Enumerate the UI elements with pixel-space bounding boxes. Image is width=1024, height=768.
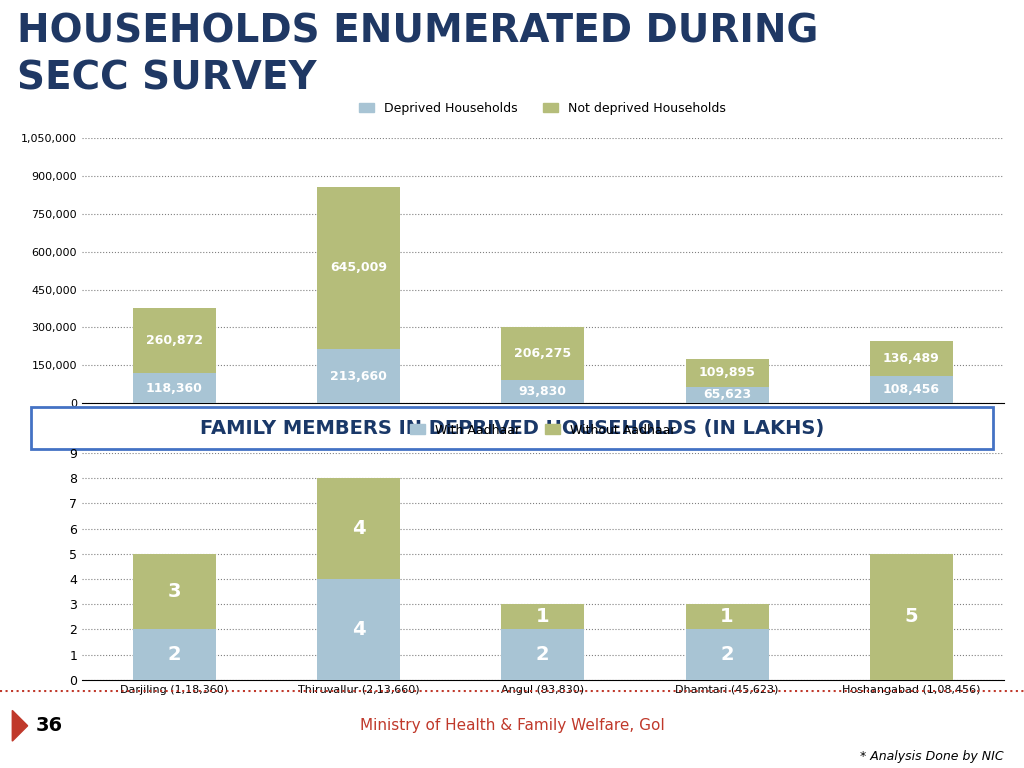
Text: 108,456: 108,456 — [883, 383, 940, 396]
Bar — [686, 386, 769, 403]
Bar — [870, 342, 953, 376]
Text: 260,872: 260,872 — [145, 334, 203, 347]
Text: 4: 4 — [351, 519, 366, 538]
Bar — [686, 604, 769, 629]
Bar — [686, 629, 769, 680]
Bar — [502, 629, 585, 680]
Bar — [502, 604, 585, 629]
Bar — [870, 376, 953, 403]
Bar — [317, 349, 399, 403]
Bar — [317, 478, 399, 579]
Text: * Analysis Done by NIC: * Analysis Done by NIC — [860, 750, 1004, 763]
Text: 213,660: 213,660 — [330, 369, 387, 382]
Text: 65,623: 65,623 — [703, 389, 751, 402]
Text: 2: 2 — [167, 645, 181, 664]
Text: 2: 2 — [720, 645, 734, 664]
Bar — [686, 359, 769, 386]
Bar — [317, 187, 399, 349]
Text: 93,830: 93,830 — [519, 385, 566, 398]
Bar — [502, 379, 585, 403]
Text: 109,895: 109,895 — [698, 366, 756, 379]
Legend: Deprived Households, Not deprived Households: Deprived Households, Not deprived Househ… — [354, 97, 731, 120]
Text: Ministry of Health & Family Welfare, GoI: Ministry of Health & Family Welfare, GoI — [359, 718, 665, 733]
Text: 36: 36 — [36, 717, 62, 735]
Bar — [502, 327, 585, 379]
Text: 5: 5 — [904, 607, 919, 626]
Text: 1: 1 — [536, 607, 550, 626]
Text: FAMILY MEMBERS IN DEPRIVED HOUSEHOLDS (IN LAKHS): FAMILY MEMBERS IN DEPRIVED HOUSEHOLDS (I… — [200, 419, 824, 438]
Text: 3: 3 — [167, 582, 181, 601]
Text: 136,489: 136,489 — [883, 352, 940, 365]
Bar — [133, 554, 216, 629]
Text: 206,275: 206,275 — [514, 347, 571, 360]
Bar — [133, 373, 216, 403]
Polygon shape — [12, 710, 28, 741]
Bar — [317, 579, 399, 680]
Bar — [133, 629, 216, 680]
Legend: With Aadhaar, Without Aadhaar: With Aadhaar, Without Aadhaar — [404, 419, 681, 442]
Bar — [133, 307, 216, 373]
Text: 1: 1 — [720, 607, 734, 626]
Text: 4: 4 — [351, 620, 366, 639]
Text: HOUSEHOLDS ENUMERATED DURING
SECC SURVEY: HOUSEHOLDS ENUMERATED DURING SECC SURVEY — [17, 13, 819, 98]
Text: 118,360: 118,360 — [145, 382, 203, 395]
Text: 645,009: 645,009 — [330, 261, 387, 274]
Text: 2: 2 — [536, 645, 550, 664]
Bar — [870, 554, 953, 680]
FancyBboxPatch shape — [31, 407, 993, 449]
